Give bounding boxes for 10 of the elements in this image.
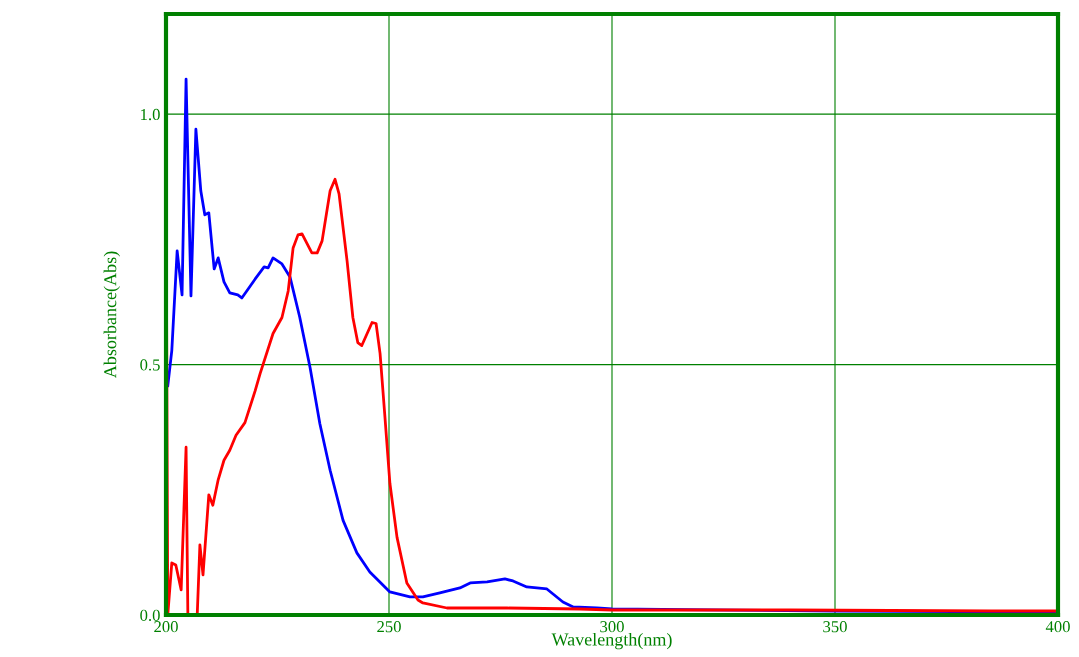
x-tick-label: 200 (154, 621, 178, 633)
x-tick-label: 300 (600, 621, 624, 633)
y-axis-title: Absorbance(Abs) (103, 251, 120, 378)
x-tick-label: 250 (377, 621, 401, 633)
x-axis-title: Wavelength(nm) (551, 632, 672, 650)
x-tick-label: 400 (1045, 621, 1070, 633)
y-tick-label: 0.0 (140, 609, 160, 622)
x-tick-label: 350 (823, 621, 847, 633)
y-tick-label: 1.0 (141, 108, 160, 121)
y-tick-label: 0.5 (140, 359, 160, 371)
